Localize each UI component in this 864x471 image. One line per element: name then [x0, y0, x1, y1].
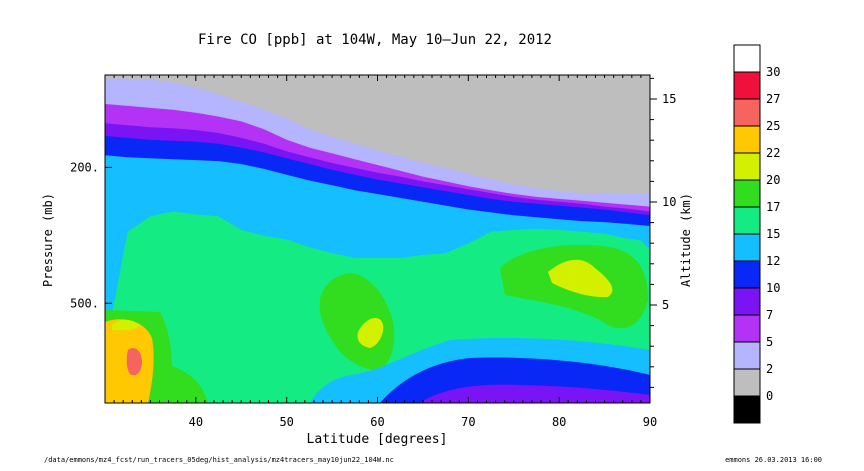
chart-title: Fire CO [ppb] at 104W, May 10–Jun 22, 20…: [198, 32, 552, 48]
colorbar-label: 5: [766, 335, 773, 349]
colorbar-swatch: [733, 206, 761, 235]
colorbar-label: 25: [766, 119, 780, 133]
colorbar-swatch: [733, 98, 761, 127]
y2-tick-label: 10: [662, 195, 676, 209]
y-axis-right: 15 10 5: [650, 77, 676, 388]
y-axis-label: Pressure (mb): [41, 193, 55, 287]
colorbar-label: 0: [766, 389, 773, 403]
colorbar-label: 20: [766, 173, 780, 187]
contour-field: [105, 75, 650, 403]
colorbar-swatch: [733, 125, 761, 154]
colorbar-label: 17: [766, 200, 780, 214]
colorbar-swatch: [733, 314, 761, 343]
colorbar-swatch: [733, 395, 761, 424]
colorbar-swatch: [733, 179, 761, 208]
colorbar-swatch: [733, 260, 761, 289]
colorbar-swatch: [733, 341, 761, 370]
contour-band-level-25-west: [126, 348, 142, 376]
contour-band-level-20-east: [548, 259, 613, 298]
contour-band-level-17-surface-w: [170, 365, 208, 403]
y-axis-left: 200. 500.: [70, 160, 112, 310]
x-tick-label: 40: [189, 415, 203, 429]
colorbar-swatch: [733, 287, 761, 316]
colorbar-label: 12: [766, 254, 780, 268]
colorbar-label: 30: [766, 65, 780, 79]
footer-path: /data/emmons/mz4_fcst/run_tracers_05deg/…: [44, 456, 394, 464]
colorbar-swatch: [733, 71, 761, 100]
contour-band-level-7-lower: [420, 384, 650, 403]
colorbar-label: 15: [766, 227, 780, 241]
colorbar-label: 10: [766, 281, 780, 295]
colorbar-swatch: [733, 44, 761, 73]
y-tick-label: 500.: [70, 296, 99, 310]
x-tick-label: 80: [552, 415, 566, 429]
colorbar-label: 27: [766, 92, 780, 106]
x-axis-label: Latitude [degrees]: [307, 432, 448, 447]
colorbar-label: 2: [766, 362, 773, 376]
colorbar-swatch: [733, 233, 761, 262]
x-tick-label: 90: [643, 415, 657, 429]
colorbar-label: 7: [766, 308, 773, 322]
colorbar-swatch: [733, 152, 761, 181]
colorbar-swatch: [733, 368, 761, 397]
y-tick-label: 200.: [70, 160, 99, 174]
y2-tick-label: 15: [662, 92, 676, 106]
x-tick-label: 70: [461, 415, 475, 429]
colorbar-label: 22: [766, 146, 780, 160]
x-axis: 40 50 60 70 80 90: [104, 75, 657, 429]
contour-band-level-20-center: [357, 317, 384, 348]
x-tick-label: 60: [370, 415, 384, 429]
contour-band-level-17-center: [319, 273, 395, 372]
contour-band-level-20-west-rim: [112, 319, 140, 331]
footer-stamp: emmons 26.03.2013 16:00: [725, 456, 822, 464]
x-tick-label: 50: [279, 415, 293, 429]
y2-axis-label: Altitude (km): [679, 193, 693, 287]
y2-tick-label: 5: [662, 298, 669, 312]
